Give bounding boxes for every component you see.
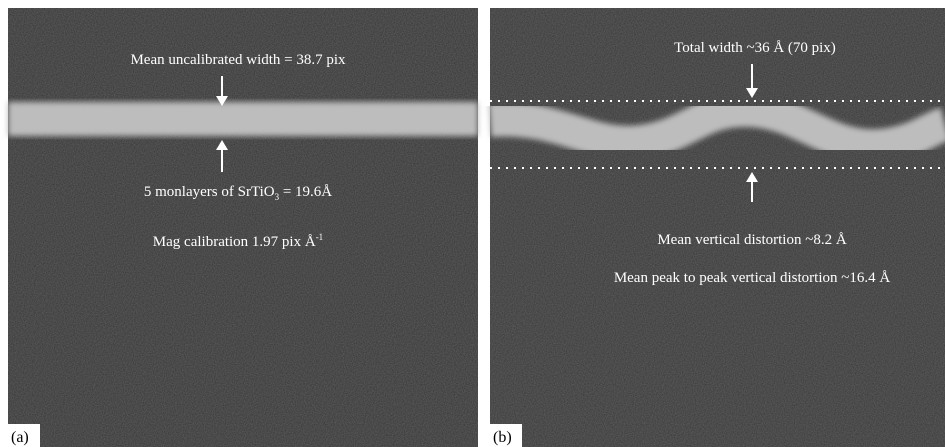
- panel-label: (a): [11, 429, 29, 446]
- calibration-note: Mag calibration 1.97 pix Å-1: [153, 232, 323, 250]
- image-texture: [490, 8, 945, 447]
- text-part: = 19.6Å: [279, 184, 332, 200]
- panel-label: (b): [493, 429, 512, 446]
- width-note: Mean uncalibrated width = 38.7 pix: [130, 52, 346, 68]
- page: Mean uncalibrated width = 38.7 pix 5 mon…: [0, 0, 945, 447]
- layer-band: [8, 102, 478, 136]
- text-part: 5 monlayers of SrTiO: [144, 184, 275, 200]
- layers-note: 5 monlayers of SrTiO3 = 19.6Å: [144, 184, 332, 202]
- peak-note: Mean peak to peak vertical distortion ~1…: [614, 270, 891, 286]
- panel-b: Total width ~36 Å (70 pix) Mean vertical…: [490, 8, 945, 447]
- figure: Mean uncalibrated width = 38.7 pix 5 mon…: [0, 0, 945, 447]
- panel-a: Mean uncalibrated width = 38.7 pix 5 mon…: [8, 8, 478, 447]
- superscript: -1: [316, 232, 324, 242]
- distortion-note: Mean vertical distortion ~8.2 Å: [657, 232, 846, 248]
- image-texture: [8, 8, 478, 447]
- width-note: Total width ~36 Å (70 pix): [674, 40, 836, 56]
- text-part: Mag calibration 1.97 pix Å: [153, 234, 316, 250]
